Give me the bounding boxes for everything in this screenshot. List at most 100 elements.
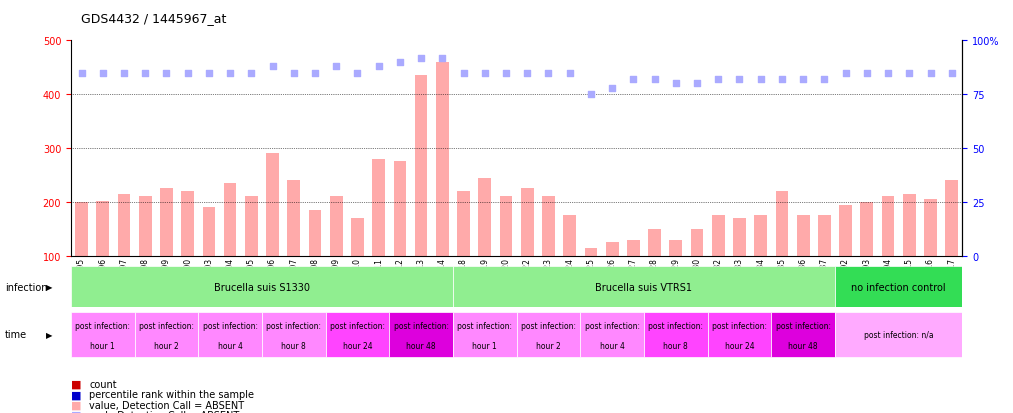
Point [456, 70, 472, 77]
Text: post infection:: post infection: [203, 321, 257, 330]
Text: count: count [89, 379, 116, 389]
Text: ■: ■ [71, 379, 81, 389]
Point [689, 81, 705, 88]
Bar [436, 63, 449, 256]
Bar [414, 76, 427, 256]
Point [137, 70, 153, 77]
Point [859, 70, 875, 77]
FancyBboxPatch shape [708, 312, 771, 357]
Bar [309, 210, 321, 256]
Point [774, 77, 790, 83]
Bar [521, 189, 534, 256]
Bar [670, 240, 682, 256]
Bar [755, 216, 767, 256]
Point [222, 70, 238, 77]
Text: no infection control: no infection control [851, 282, 946, 292]
Bar [75, 202, 88, 256]
Point [540, 70, 556, 77]
Text: post infection:: post infection: [394, 321, 449, 330]
Point [392, 59, 408, 66]
Text: rank, Detection Call = ABSENT: rank, Detection Call = ABSENT [89, 410, 239, 413]
Text: ▶: ▶ [46, 282, 52, 292]
Point [582, 92, 599, 98]
Bar [96, 202, 109, 256]
Point [519, 70, 535, 77]
Bar [330, 197, 342, 256]
Text: post infection:: post infection: [776, 321, 831, 330]
Point [604, 85, 620, 92]
Text: percentile rank within the sample: percentile rank within the sample [89, 389, 254, 399]
Text: hour 8: hour 8 [664, 341, 688, 350]
Bar [585, 248, 598, 256]
Text: post infection:: post infection: [139, 321, 193, 330]
Text: post infection:: post infection: [266, 321, 321, 330]
Text: hour 1: hour 1 [472, 341, 497, 350]
Bar [733, 218, 746, 256]
Point [625, 77, 641, 83]
Point [753, 77, 769, 83]
Point [731, 77, 748, 83]
Bar [457, 192, 470, 256]
Text: post infection:: post infection: [521, 321, 576, 330]
Bar [648, 229, 660, 256]
Point [349, 70, 366, 77]
Text: hour 24: hour 24 [724, 341, 755, 350]
FancyBboxPatch shape [771, 312, 835, 357]
Text: post infection:: post infection: [457, 321, 513, 330]
Bar [542, 197, 555, 256]
Bar [224, 183, 236, 256]
Text: hour 8: hour 8 [282, 341, 306, 350]
Point [561, 70, 577, 77]
Point [413, 55, 430, 62]
Bar [288, 181, 300, 256]
Bar [797, 216, 809, 256]
Point [498, 70, 515, 77]
Bar [903, 194, 916, 256]
Text: Brucella suis VTRS1: Brucella suis VTRS1 [596, 282, 693, 292]
Bar [691, 229, 703, 256]
Bar [924, 199, 937, 256]
Point [944, 70, 960, 77]
Bar [118, 194, 131, 256]
Point [158, 70, 174, 77]
Text: hour 4: hour 4 [600, 341, 625, 350]
Bar [393, 162, 406, 256]
Point [115, 70, 132, 77]
Bar [139, 197, 152, 256]
Bar [352, 218, 364, 256]
Text: hour 24: hour 24 [342, 341, 372, 350]
Bar [627, 240, 640, 256]
FancyBboxPatch shape [580, 312, 644, 357]
Text: hour 2: hour 2 [536, 341, 561, 350]
FancyBboxPatch shape [453, 266, 835, 308]
Text: value, Detection Call = ABSENT: value, Detection Call = ABSENT [89, 400, 244, 410]
Text: time: time [5, 330, 27, 339]
Bar [499, 197, 513, 256]
Bar [266, 154, 279, 256]
FancyBboxPatch shape [389, 312, 453, 357]
Bar [181, 192, 194, 256]
Text: ■: ■ [71, 410, 81, 413]
Text: hour 48: hour 48 [406, 341, 436, 350]
Text: post infection:: post infection: [648, 321, 703, 330]
Point [243, 70, 259, 77]
Point [94, 70, 110, 77]
FancyBboxPatch shape [262, 312, 325, 357]
Text: hour 4: hour 4 [218, 341, 242, 350]
Point [264, 64, 281, 70]
Text: post infection:: post infection: [712, 321, 767, 330]
Point [816, 77, 833, 83]
Text: ■: ■ [71, 389, 81, 399]
FancyBboxPatch shape [835, 312, 962, 357]
Bar [245, 197, 257, 256]
Point [179, 70, 196, 77]
Text: infection: infection [5, 282, 48, 292]
Text: GDS4432 / 1445967_at: GDS4432 / 1445967_at [81, 12, 227, 25]
FancyBboxPatch shape [644, 312, 708, 357]
Bar [373, 159, 385, 256]
Text: Brucella suis S1330: Brucella suis S1330 [214, 282, 310, 292]
FancyBboxPatch shape [71, 312, 135, 357]
Text: hour 1: hour 1 [90, 341, 115, 350]
Bar [945, 181, 958, 256]
Point [201, 70, 217, 77]
